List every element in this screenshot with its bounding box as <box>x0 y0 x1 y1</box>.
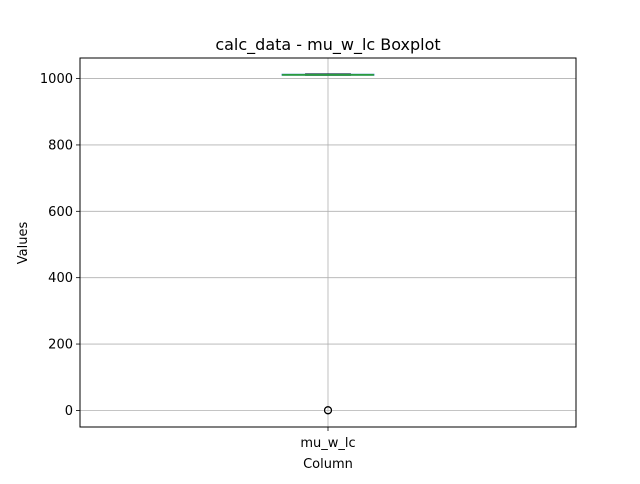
y-tick-label: 200 <box>48 338 73 353</box>
grid-layer <box>80 58 576 427</box>
chart-title: calc_data - mu_w_lc Boxplot <box>215 35 440 55</box>
y-tick-label: 800 <box>48 138 73 153</box>
y-tick-label: 600 <box>48 205 73 220</box>
y-tick-label: 400 <box>48 271 73 286</box>
y-axis-ticks: 0 200 400 600 800 1000 <box>40 72 80 419</box>
x-axis-label: Column <box>303 457 353 472</box>
x-tick-label: mu_w_lc <box>300 436 355 451</box>
x-axis-ticks: mu_w_lc <box>300 427 356 451</box>
y-axis-label: Values <box>16 222 31 265</box>
y-tick-label: 1000 <box>40 72 73 87</box>
box-layer <box>281 73 375 415</box>
y-tick-label: 0 <box>65 404 73 419</box>
outlier-point <box>324 406 332 415</box>
